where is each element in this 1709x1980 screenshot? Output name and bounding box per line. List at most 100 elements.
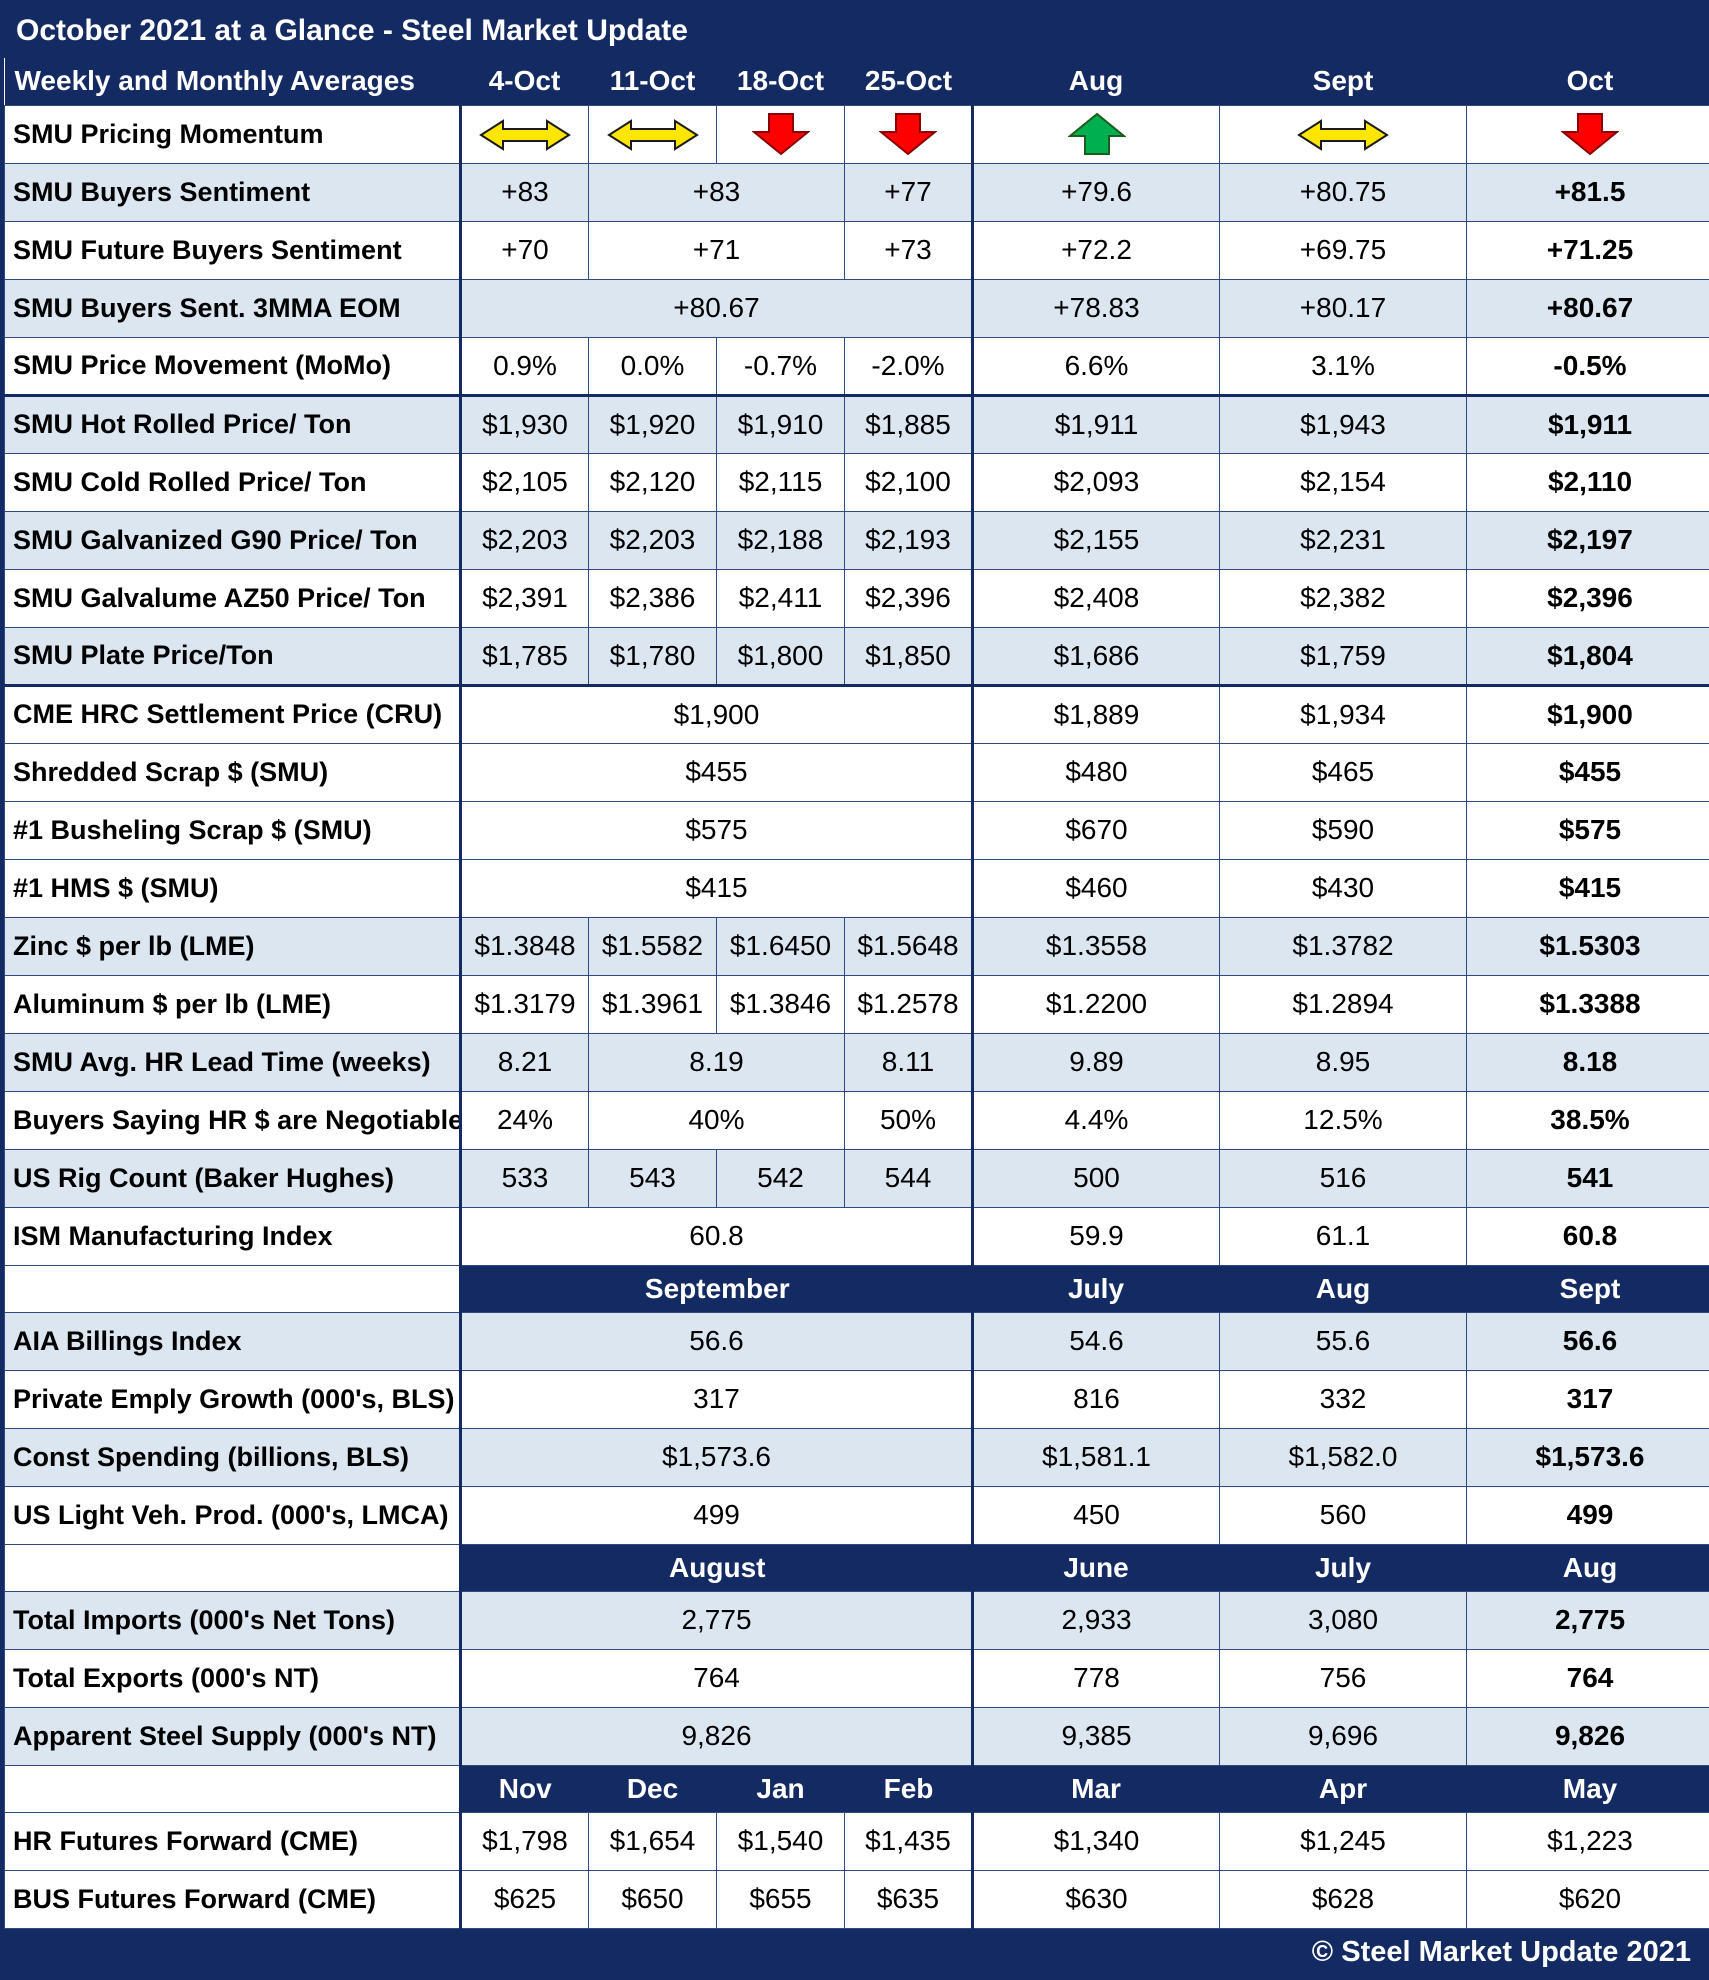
section-header-label: [5, 1265, 461, 1312]
value-cell: 3,080: [1220, 1591, 1467, 1649]
value-cell: $1,850: [845, 627, 973, 685]
momentum-cell: [845, 105, 973, 163]
value-cell: +80.67: [461, 279, 973, 337]
table-row: Const Spending (billions, BLS)$1,573.6$1…: [5, 1428, 1709, 1486]
value-cell: $1,340: [973, 1812, 1220, 1870]
value-cell: 9,385: [973, 1707, 1220, 1765]
row-label: US Rig Count (Baker Hughes): [5, 1149, 461, 1207]
value-cell: 4.4%: [973, 1091, 1220, 1149]
value-cell: 60.8: [1467, 1207, 1709, 1265]
value-cell: 499: [461, 1486, 973, 1544]
table-row: SMU Plate Price/Ton$1,785$1,780$1,800$1,…: [5, 627, 1709, 685]
value-cell: 59.9: [973, 1207, 1220, 1265]
row-label: Shredded Scrap $ (SMU): [5, 743, 461, 801]
value-cell: 54.6: [973, 1312, 1220, 1370]
value-cell: $2,203: [461, 511, 589, 569]
value-cell: $1,581.1: [973, 1428, 1220, 1486]
value-cell: +73: [845, 221, 973, 279]
value-cell: $575: [1467, 801, 1709, 859]
value-cell: 533: [461, 1149, 589, 1207]
column-header: Aug: [1220, 1265, 1467, 1312]
row-label: SMU Buyers Sentiment: [5, 163, 461, 221]
row-label: SMU Galvalume AZ50 Price/ Ton: [5, 569, 461, 627]
value-cell: 38.5%: [1467, 1091, 1709, 1149]
value-cell: 8.19: [589, 1033, 845, 1091]
value-cell: 2,775: [1467, 1591, 1709, 1649]
value-cell: 317: [1467, 1370, 1709, 1428]
row-label: Private Emply Growth (000's, BLS): [5, 1370, 461, 1428]
value-cell: 778: [973, 1649, 1220, 1707]
value-cell: 56.6: [461, 1312, 973, 1370]
value-cell: 543: [589, 1149, 717, 1207]
value-cell: 541: [1467, 1149, 1709, 1207]
value-cell: $1,920: [589, 395, 717, 453]
value-cell: $1,800: [717, 627, 845, 685]
value-cell: $2,193: [845, 511, 973, 569]
value-cell: +80.67: [1467, 279, 1709, 337]
momentum-cell: [717, 105, 845, 163]
value-cell: $2,188: [717, 511, 845, 569]
value-cell: $628: [1220, 1870, 1467, 1928]
value-cell: $1,804: [1467, 627, 1709, 685]
value-cell: $460: [973, 859, 1220, 917]
table-row: BUS Futures Forward (CME)$625$650$655$63…: [5, 1870, 1709, 1928]
value-cell: $1.2578: [845, 975, 973, 1033]
value-cell: $465: [1220, 743, 1467, 801]
value-cell: 55.6: [1220, 1312, 1467, 1370]
column-header: Nov: [461, 1765, 589, 1812]
table-row: #1 HMS $ (SMU)$415$460$430$415: [5, 859, 1709, 917]
value-cell: $455: [461, 743, 973, 801]
table-row: SMU Hot Rolled Price/ Ton$1,930$1,920$1,…: [5, 395, 1709, 453]
value-cell: -0.5%: [1467, 337, 1709, 395]
value-cell: $2,408: [973, 569, 1220, 627]
arrow-down-red-icon: [1561, 112, 1619, 156]
value-cell: $2,105: [461, 453, 589, 511]
value-cell: $620: [1467, 1870, 1709, 1928]
value-cell: $630: [973, 1870, 1220, 1928]
table-row: SMU Pricing Momentum: [5, 105, 1709, 163]
value-cell: +79.6: [973, 163, 1220, 221]
row-label: Const Spending (billions, BLS): [5, 1428, 461, 1486]
value-cell: $1,540: [717, 1812, 845, 1870]
value-cell: 3.1%: [1220, 337, 1467, 395]
table-row: Aluminum $ per lb (LME)$1.3179$1.3961$1.…: [5, 975, 1709, 1033]
value-cell: $1.6450: [717, 917, 845, 975]
value-cell: $415: [1467, 859, 1709, 917]
value-cell: +83: [589, 163, 845, 221]
column-header: 4-Oct: [461, 58, 589, 105]
column-header: Aug: [973, 58, 1220, 105]
arrow-down-red-icon: [879, 112, 937, 156]
value-cell: $575: [461, 801, 973, 859]
value-cell: 499: [1467, 1486, 1709, 1544]
row-label: ISM Manufacturing Index: [5, 1207, 461, 1265]
table-row: #1 Busheling Scrap $ (SMU)$575$670$590$5…: [5, 801, 1709, 859]
value-cell: $650: [589, 1870, 717, 1928]
value-cell: 50%: [845, 1091, 973, 1149]
value-cell: $2,110: [1467, 453, 1709, 511]
value-cell: $1,785: [461, 627, 589, 685]
value-cell: +72.2: [973, 221, 1220, 279]
value-cell: 8.11: [845, 1033, 973, 1091]
value-cell: -2.0%: [845, 337, 973, 395]
value-cell: $2,411: [717, 569, 845, 627]
value-cell: $2,120: [589, 453, 717, 511]
value-cell: +80.75: [1220, 163, 1467, 221]
value-cell: 544: [845, 1149, 973, 1207]
table-row: SMU Price Movement (MoMo)0.9%0.0%-0.7%-2…: [5, 337, 1709, 395]
value-cell: +81.5: [1467, 163, 1709, 221]
value-cell: $2,203: [589, 511, 717, 569]
table-row: SMU Future Buyers Sentiment+70+71+73+72.…: [5, 221, 1709, 279]
row-label: SMU Avg. HR Lead Time (weeks): [5, 1033, 461, 1091]
value-cell: $1.5582: [589, 917, 717, 975]
value-cell: $2,396: [1467, 569, 1709, 627]
table-row: CME HRC Settlement Price (CRU)$1,900$1,8…: [5, 685, 1709, 743]
value-cell: $1,911: [1467, 395, 1709, 453]
value-cell: $1.3782: [1220, 917, 1467, 975]
value-cell: $2,155: [973, 511, 1220, 569]
